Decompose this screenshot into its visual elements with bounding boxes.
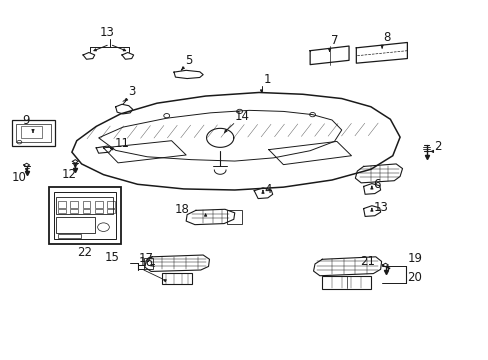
Bar — [16, 123, 51, 142]
Text: 19: 19 — [407, 252, 422, 265]
Text: 11: 11 — [114, 137, 129, 150]
Text: 13: 13 — [100, 26, 115, 39]
Bar — [21, 126, 41, 138]
Text: 8: 8 — [383, 31, 390, 44]
Bar — [322, 276, 370, 289]
Bar — [54, 192, 116, 239]
Text: 5: 5 — [185, 54, 192, 67]
Bar — [107, 208, 115, 213]
Text: 21: 21 — [360, 255, 374, 267]
Bar — [82, 208, 90, 213]
Bar — [12, 120, 55, 146]
Text: 10: 10 — [12, 171, 27, 184]
Bar — [58, 234, 81, 238]
Text: 7: 7 — [330, 34, 338, 47]
Bar — [107, 201, 115, 208]
Bar — [95, 201, 102, 208]
Bar — [162, 273, 192, 284]
Text: 16: 16 — [138, 256, 153, 269]
Bar — [70, 208, 78, 213]
Text: 4: 4 — [264, 183, 271, 196]
Bar — [58, 201, 65, 208]
Text: 20: 20 — [407, 271, 422, 284]
Bar — [95, 208, 102, 213]
Text: 18: 18 — [175, 203, 190, 216]
Bar — [70, 201, 78, 208]
Text: 6: 6 — [372, 179, 380, 192]
Bar — [49, 187, 121, 244]
Text: 9: 9 — [22, 114, 30, 127]
Bar — [82, 201, 90, 208]
Bar — [56, 197, 113, 214]
Bar — [227, 210, 242, 224]
Text: 1: 1 — [264, 73, 271, 86]
Text: 13: 13 — [372, 201, 387, 213]
Text: 15: 15 — [104, 251, 119, 264]
Bar — [56, 217, 95, 233]
Text: 2: 2 — [433, 140, 441, 153]
Text: 14: 14 — [234, 110, 249, 123]
Text: 22: 22 — [78, 246, 92, 259]
Text: 3: 3 — [127, 85, 135, 98]
Text: 17: 17 — [138, 252, 153, 265]
Text: 12: 12 — [62, 168, 77, 181]
Bar — [143, 258, 152, 269]
Bar — [58, 208, 65, 213]
